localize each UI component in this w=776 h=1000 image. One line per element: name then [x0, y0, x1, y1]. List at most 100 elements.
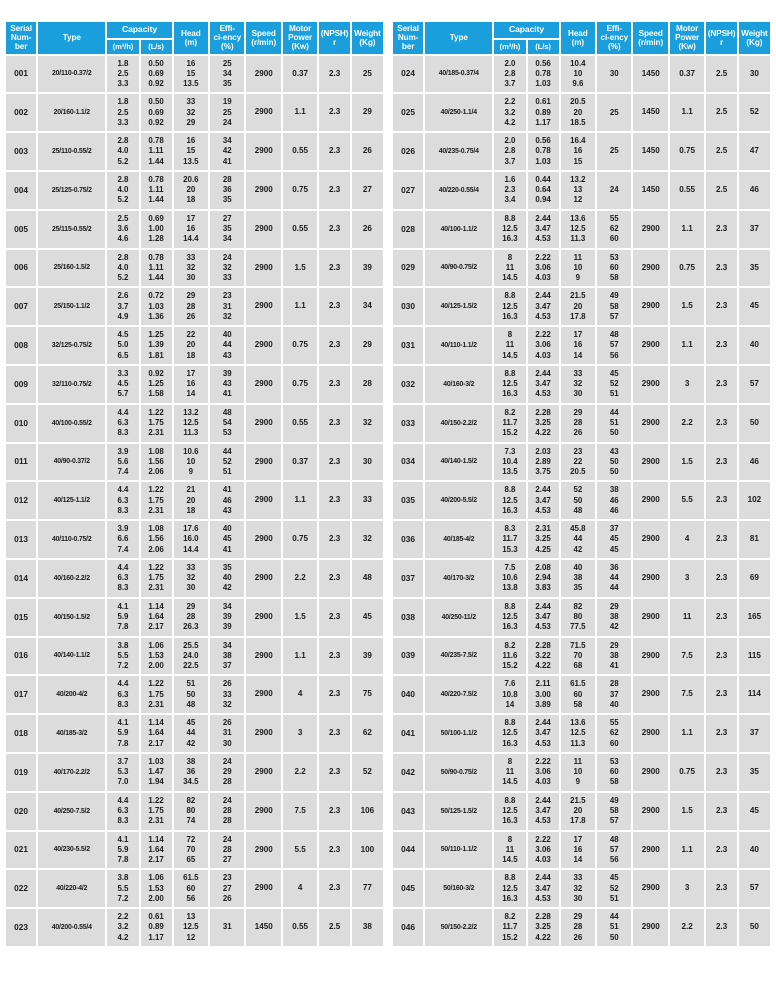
cell-serial: 046	[393, 909, 424, 946]
cell-eff-value: 44	[609, 573, 619, 583]
cell-head-value: 25.5	[183, 640, 199, 650]
cell-weight: 75	[351, 676, 383, 714]
cell-serial: 001	[6, 55, 37, 93]
cell-serial: 020	[6, 792, 37, 830]
cell-m3h-value: 8.8	[504, 795, 516, 805]
cell-ls-value: 4.03	[535, 777, 551, 787]
cell-weight: 33	[351, 482, 383, 520]
cell-type: 40/90-0.37/2	[38, 443, 106, 481]
cell-npsh: 2.3	[319, 559, 350, 597]
cell-serial: 028	[393, 210, 424, 248]
cell-ls-value: 1.03	[535, 79, 551, 89]
cell-m3h-value: 2.5	[117, 107, 129, 117]
cell-ls-value: 1.81	[148, 350, 164, 360]
cell-ls: 1.22 1.75 2.31	[140, 559, 172, 597]
header-eff-line2: ci-ency	[600, 33, 629, 43]
cell-eff: 26 31 30	[210, 715, 245, 752]
cell-eff-value: 51	[609, 418, 619, 427]
cell-serial: 035	[393, 482, 424, 520]
cell-head: 22 20 18	[173, 327, 209, 364]
cell-m3h-value: 5.5	[117, 650, 129, 660]
cell-motor: 4	[669, 521, 705, 558]
cell-m3h-value: 3.4	[504, 195, 516, 205]
cell-speed: 2900	[246, 792, 281, 830]
cell-head: 38 36 34.5	[173, 753, 209, 791]
cell-head: 25.5 24.0 22.5	[173, 637, 209, 675]
cell-eff-value: 23	[222, 873, 232, 883]
cell-head-value: 13	[186, 912, 196, 922]
cell-ls-value: 1.58	[148, 389, 164, 399]
cell-eff: 23 31 32	[210, 288, 245, 326]
cell-weight: 50	[738, 909, 770, 946]
cell-ls-value: 2.31	[535, 524, 551, 534]
cell-npsh: 2.3	[319, 637, 350, 675]
header-weight: Weight (Kg)	[738, 22, 770, 54]
cell-eff-value: 32	[222, 311, 232, 321]
cell-ls: 0.61 0.89 1.17	[140, 909, 172, 946]
table-row: 003 25/110-0.55/2 2.8 4.0 5.2 0.78 1.11 1.44 16 1…	[6, 133, 383, 170]
cell-ls-value: 0.92	[148, 368, 164, 378]
cell-eff-value: 30	[609, 68, 619, 78]
cell-eff-value: 32	[222, 699, 232, 709]
cell-head-value: 61.5	[183, 873, 199, 883]
cell-ls-value: 3.83	[535, 583, 551, 593]
cell-npsh: 2.3	[706, 443, 737, 481]
cell-npsh: 2.3	[319, 598, 350, 636]
cell-head: 82 80 74	[173, 792, 209, 830]
header-serial-line3: ber	[401, 42, 415, 52]
cell-eff-value: 43	[609, 446, 619, 456]
cell-eff: 49 58 57	[597, 792, 632, 830]
cell-ls-value: 1.22	[148, 679, 164, 689]
cell-type: 50/150-2.2/2	[425, 909, 493, 946]
cell-weight: 47	[738, 133, 770, 170]
cell-weight: 45	[738, 288, 770, 326]
cell-m3h: 2.8 4.0 5.2	[107, 249, 139, 287]
cell-ls-value: 4.22	[535, 661, 551, 671]
cell-eff-value: 52	[609, 883, 619, 893]
cell-head-value: 16.0	[183, 534, 199, 544]
cell-eff-value: 25	[609, 107, 619, 117]
table-row: 015 40/150-1.5/2 4.1 5.9 7.8 1.14 1.64 2.17 29 28…	[6, 598, 383, 636]
cell-head-value: 32	[573, 883, 583, 893]
cell-eff-value: 53	[609, 252, 619, 262]
cell-head-value: 13	[573, 185, 583, 195]
cell-head-value: 28	[573, 418, 583, 427]
cell-eff-value: 33	[222, 273, 232, 283]
cell-motor: 1.5	[669, 443, 705, 481]
cell-eff: 23 27 26	[210, 870, 245, 908]
cell-eff-value: 34	[222, 640, 232, 650]
cell-speed: 2900	[246, 676, 281, 714]
cell-eff-value: 24	[609, 185, 619, 195]
cell-head-value: 13.5	[183, 79, 199, 89]
cell-ls: 1.22 1.75 2.31	[140, 404, 172, 442]
cell-m3h-value: 2.6	[117, 291, 129, 301]
cell-type: 40/110-0.75/2	[38, 521, 106, 558]
cell-head-value: 72	[186, 834, 196, 844]
cell-eff-value: 38	[609, 485, 619, 495]
cell-eff-value: 44	[222, 340, 232, 350]
cell-serial: 012	[6, 482, 37, 520]
cell-m3h: 8 11 14.5	[494, 831, 526, 869]
cell-eff-value: 58	[609, 777, 619, 787]
cell-m3h-value: 15.2	[502, 932, 518, 942]
cell-head-value: 26.3	[183, 622, 199, 632]
cell-head-value: 65	[186, 855, 196, 865]
cell-weight: 25	[351, 55, 383, 93]
cell-head-value: 45	[186, 718, 196, 728]
cell-ls-value: 1.94	[148, 777, 164, 787]
cell-eff-value: 37	[609, 689, 619, 699]
cell-motor: 5.5	[282, 831, 318, 869]
header-weight-line1: Weight	[354, 28, 381, 38]
cell-serial: 034	[393, 443, 424, 481]
cell-motor: 0.55	[282, 133, 318, 170]
cell-m3h-value: 3.8	[117, 873, 129, 883]
cell-eff: 44 51 50	[597, 909, 632, 946]
cell-ls-value: 1.75	[148, 689, 164, 699]
cell-type: 40/220-0.55/4	[425, 171, 493, 209]
cell-serial: 024	[393, 55, 424, 93]
cell-npsh: 2.3	[319, 133, 350, 170]
cell-head-value: 16	[186, 136, 196, 146]
cell-head-value: 16.4	[570, 136, 586, 146]
cell-type: 25/110-0.55/2	[38, 133, 106, 170]
cell-npsh: 2.3	[706, 909, 737, 946]
